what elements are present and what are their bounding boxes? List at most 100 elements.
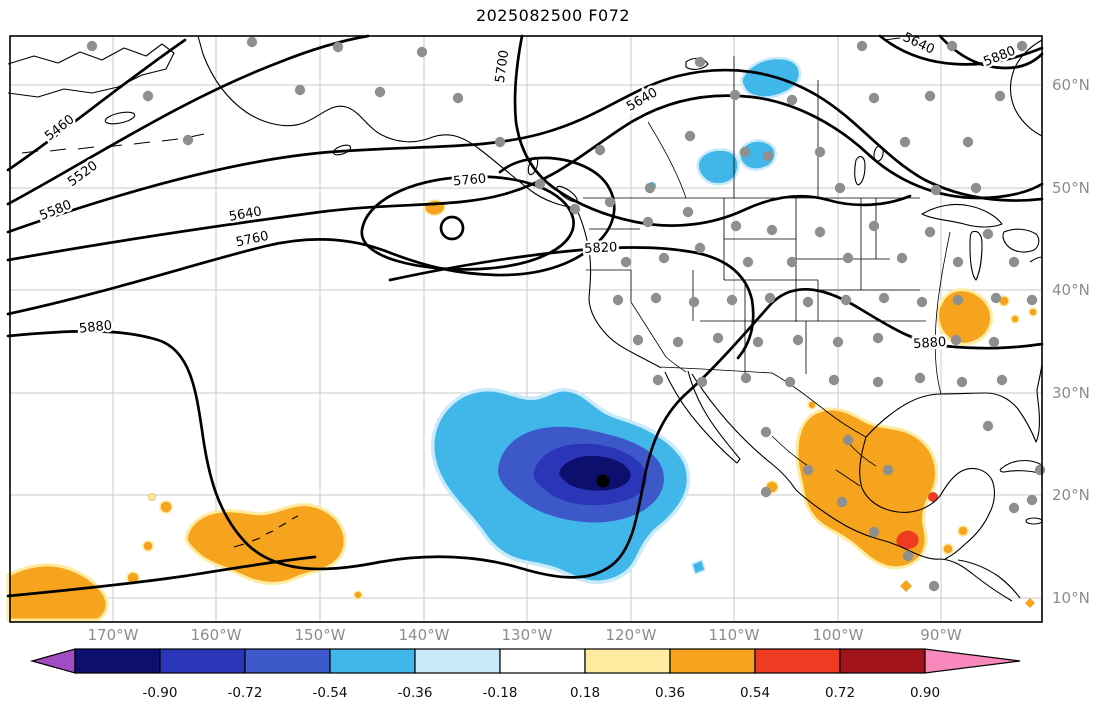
station-dot xyxy=(696,376,708,388)
anomaly-orange-corner xyxy=(6,563,109,622)
anomaly-orange-speck xyxy=(1010,314,1020,324)
colorbar-segment xyxy=(159,648,246,674)
lon-tick-label: 160°W xyxy=(191,626,242,644)
colorbar-tick-label: -0.36 xyxy=(398,685,433,701)
baja-california-coast xyxy=(664,370,741,464)
contour-label: 5460 xyxy=(42,112,77,144)
station-dot xyxy=(644,182,656,194)
colorbar-segment xyxy=(669,648,756,674)
station-dot xyxy=(868,526,880,538)
station-dot xyxy=(246,36,258,48)
station-dot xyxy=(990,292,1002,304)
colorbar-segment xyxy=(74,648,161,674)
station-dot xyxy=(1034,464,1046,476)
anomaly-orange-pacific xyxy=(184,503,347,585)
colorbar-segment xyxy=(329,648,416,674)
station-dot xyxy=(952,256,964,268)
lon-tick-label: 140°W xyxy=(399,626,450,644)
colorbar-body xyxy=(74,648,926,674)
station-dot xyxy=(1016,40,1028,52)
station-dot xyxy=(878,292,890,304)
anomaly-orange-speck xyxy=(159,500,173,514)
station-dot xyxy=(374,86,386,98)
colorbar-right-arrow xyxy=(924,648,1021,674)
station-dot xyxy=(694,56,706,68)
colorbar-segment xyxy=(839,648,926,674)
lat-tick-label: 40°N xyxy=(1052,281,1090,299)
station-dot xyxy=(914,372,926,384)
station-dot xyxy=(569,203,581,215)
contour-5820 xyxy=(388,246,755,360)
anomaly-orange-speck xyxy=(142,540,154,552)
station-dot xyxy=(882,464,894,476)
station-dot xyxy=(86,40,98,52)
contour-label: 5700 xyxy=(493,49,512,84)
station-dot xyxy=(872,332,884,344)
mexico-west-coast xyxy=(691,373,1013,602)
colorbar-tick-labels: -0.90 -0.72 -0.54 -0.36 -0.18 0.18 0.36 0.54 0.7… xyxy=(143,685,941,701)
station-dot xyxy=(742,256,754,268)
lon-tick-label: 150°W xyxy=(295,626,346,644)
station-dots xyxy=(86,36,1046,592)
station-dot xyxy=(814,146,826,158)
anomaly-orange-speck xyxy=(807,400,817,410)
station-dot xyxy=(784,376,796,388)
chart-title: 2025082500 F072 xyxy=(476,6,630,25)
station-dot xyxy=(836,496,848,508)
colorbar-tick-label: -0.72 xyxy=(228,685,263,701)
anomaly-blue-canada-1 xyxy=(740,56,802,99)
colorbar-tick-label: 0.72 xyxy=(825,685,855,701)
contour-label: 5880 xyxy=(982,44,1018,70)
contour-loop-inner xyxy=(439,215,465,241)
station-dot xyxy=(946,40,958,52)
station-dot xyxy=(834,182,846,194)
colorbar-segment xyxy=(584,648,671,674)
political-borders xyxy=(583,56,951,487)
colorbar-segment xyxy=(754,648,841,674)
height-contours xyxy=(6,34,1044,598)
lon-tick-label: 170°W xyxy=(88,626,139,644)
station-dot xyxy=(604,196,616,208)
longitude-labels: 170°W 160°W 150°W 140°W 130°W 120°W 110°W 100°W… xyxy=(88,626,962,644)
station-dot xyxy=(828,374,840,386)
station-dot xyxy=(1026,494,1038,506)
station-dot xyxy=(726,294,738,306)
us-gulf-coast-florida xyxy=(865,363,1043,443)
anomaly-red-speck-mexico xyxy=(896,530,919,549)
station-dot xyxy=(650,292,662,304)
colorbar-tick-label: -0.54 xyxy=(313,685,348,701)
caribbean-island xyxy=(1025,517,1043,525)
colorbar-tick-label: 0.36 xyxy=(655,685,685,701)
station-dot xyxy=(928,580,940,592)
lon-tick-label: 100°W xyxy=(813,626,864,644)
station-dot xyxy=(842,434,854,446)
station-dot xyxy=(712,332,724,344)
station-dot xyxy=(832,336,844,348)
station-dot xyxy=(764,292,776,304)
contour-5460 xyxy=(6,38,187,172)
contour-ne-corner-2 xyxy=(938,34,1044,70)
lon-tick-label: 110°W xyxy=(709,626,760,644)
station-dot xyxy=(182,134,194,146)
anomaly-orange-mexico xyxy=(795,407,938,570)
station-dot xyxy=(970,182,982,194)
anomaly-red-speck-mexico xyxy=(928,492,938,502)
station-dot xyxy=(924,90,936,102)
lat-tick-label: 10°N xyxy=(1052,589,1090,607)
contour-label: 5640 xyxy=(900,30,936,58)
station-dot xyxy=(868,220,880,232)
station-dot xyxy=(802,464,814,476)
anomaly-orange-speck xyxy=(942,543,954,555)
lon-tick-label: 130°W xyxy=(502,626,553,644)
station-dot xyxy=(739,146,751,158)
contour-label: 5880 xyxy=(78,318,112,336)
cuba-coast xyxy=(999,459,1043,475)
contour-5580 xyxy=(6,68,1044,234)
station-dot xyxy=(294,84,306,96)
contour-label: 5580 xyxy=(38,198,74,224)
latitude-labels: 60°N 50°N 40°N 30°N 20°N 10°N xyxy=(1052,76,1090,607)
anomaly-blue-speck-south xyxy=(691,559,706,575)
anomaly-orange-diamond xyxy=(900,580,912,592)
coastlines xyxy=(7,35,1043,602)
